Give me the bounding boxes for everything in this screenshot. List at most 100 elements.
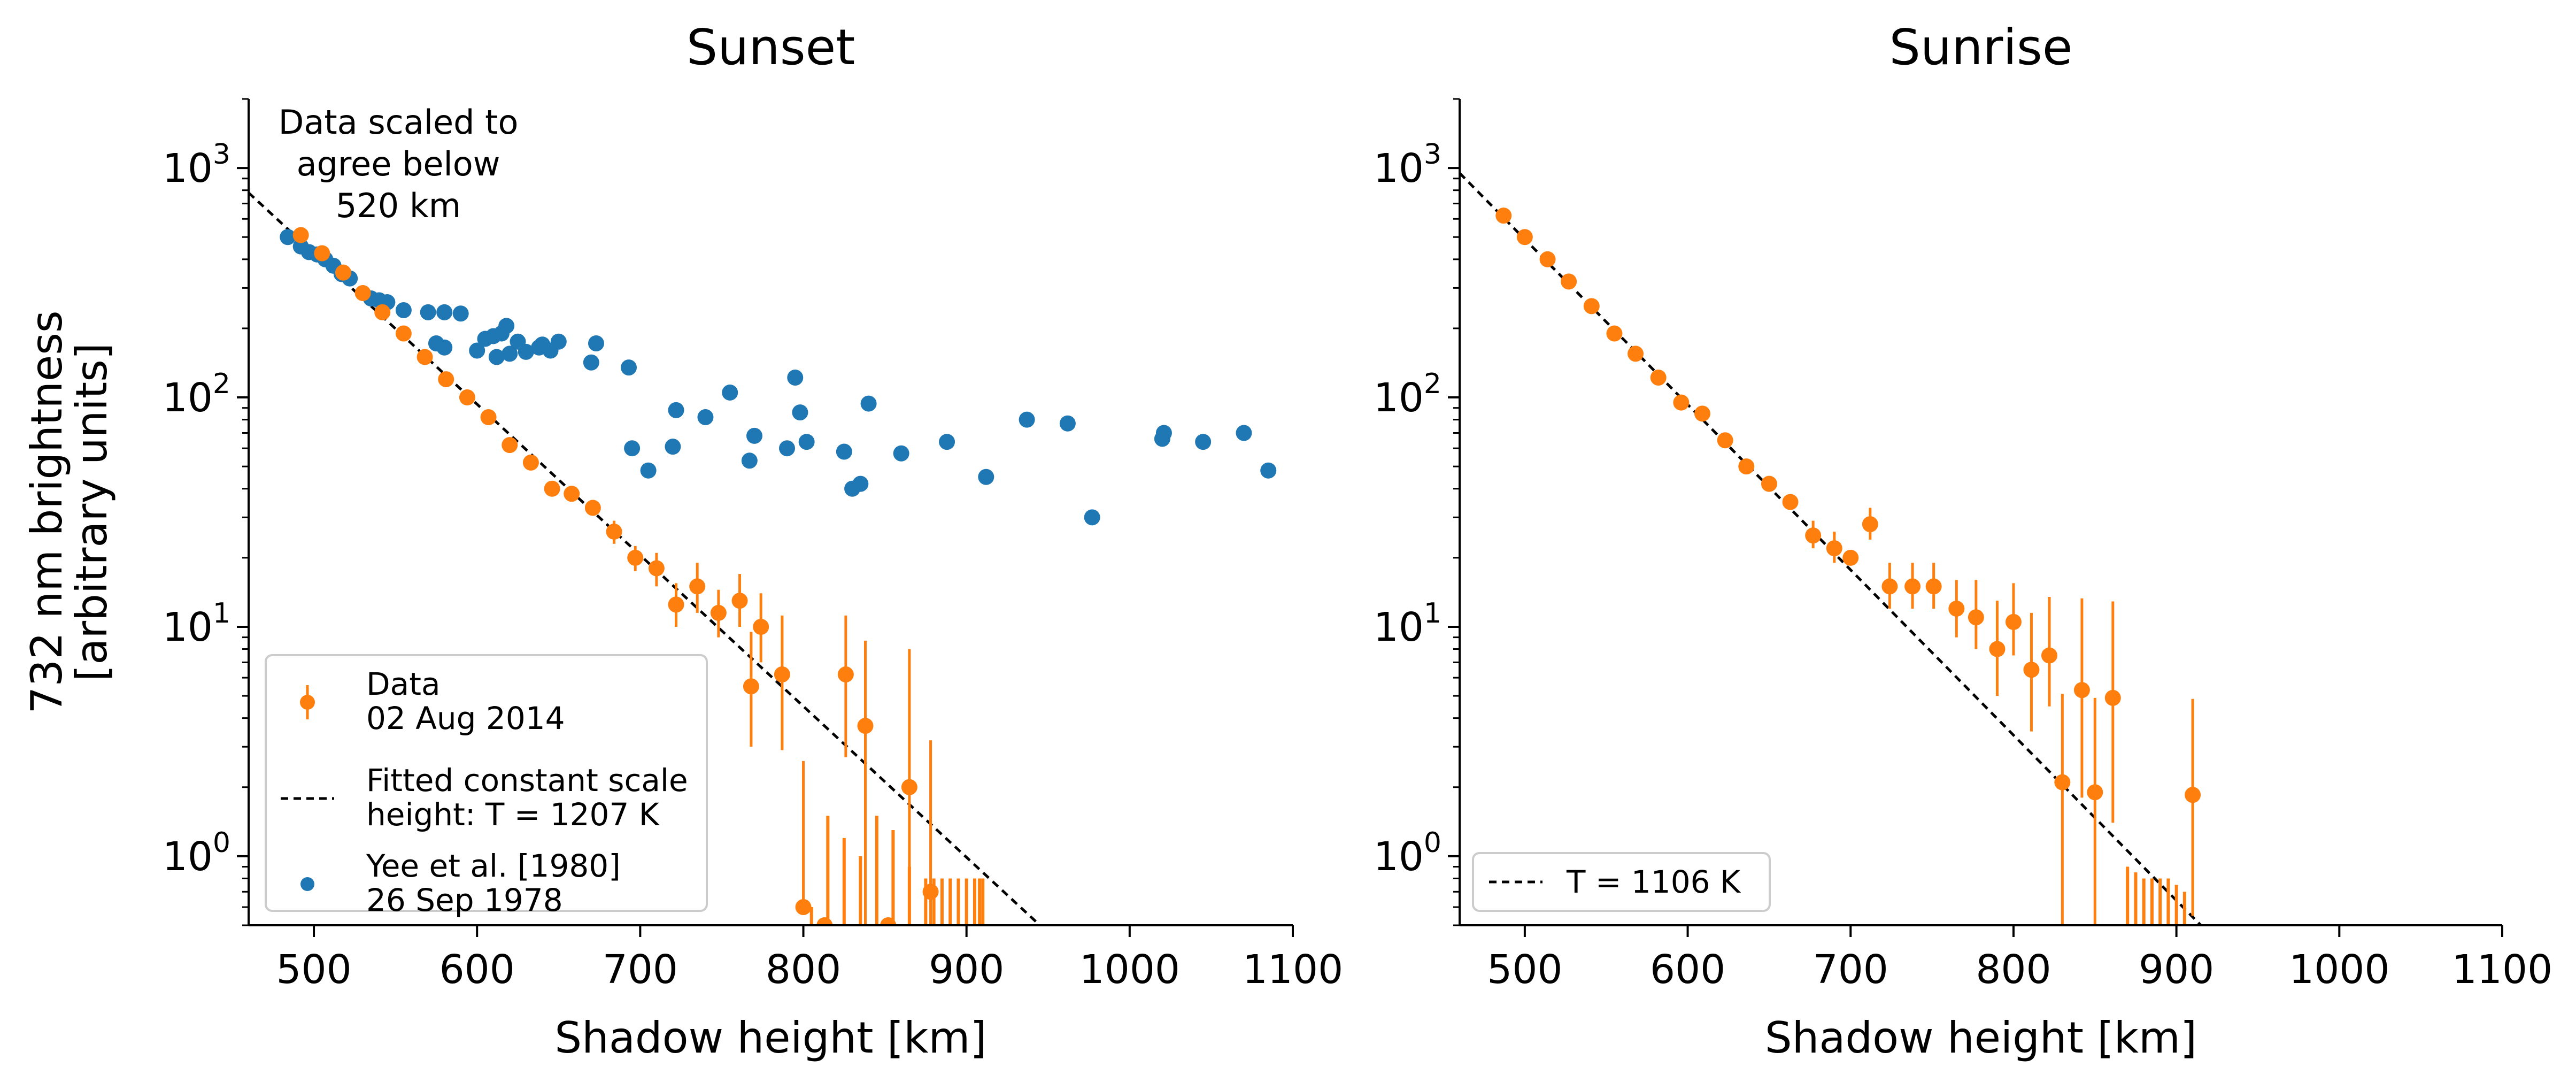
data-point <box>668 596 684 613</box>
data-point <box>1717 432 1733 449</box>
yee-point <box>640 462 657 479</box>
data-point <box>1805 527 1822 544</box>
y-tick-label: 101 <box>1374 597 1441 650</box>
y-tick-label-exponent: 1 <box>1424 597 1441 630</box>
data-point <box>2087 784 2103 801</box>
legend-marker-data <box>300 695 315 710</box>
legend-label: 02 Aug 2014 <box>366 700 565 736</box>
x-tick-label: 900 <box>2139 947 2214 993</box>
yee-point <box>1260 462 1277 479</box>
data-point <box>1881 578 1898 595</box>
legend-box <box>1472 852 1771 912</box>
y-tick-label-exponent: 0 <box>213 827 230 859</box>
yee-point <box>436 304 453 320</box>
yee-point <box>741 452 758 469</box>
legend-box <box>265 654 708 912</box>
yee-point <box>280 229 296 245</box>
x-tick-label: 1100 <box>2452 947 2552 993</box>
data-point <box>544 480 560 497</box>
data-point <box>335 264 351 281</box>
yee-point <box>1059 415 1076 432</box>
data-point <box>502 437 518 454</box>
x-tick-label: 1000 <box>2289 947 2389 993</box>
data-point <box>1673 394 1690 411</box>
y-tick-label: 102 <box>1374 368 1441 421</box>
data-point <box>2073 682 2090 698</box>
legend-label: 26 Sep 1978 <box>366 882 563 918</box>
data-point <box>1761 475 1777 492</box>
y-tick-label-base: 10 <box>163 604 213 650</box>
yee-point <box>498 318 515 334</box>
data-point <box>795 899 812 916</box>
data-point <box>1606 325 1623 342</box>
legend-marker-yee <box>300 877 314 891</box>
x-tick-label: 700 <box>603 947 678 993</box>
yee-point <box>852 475 869 492</box>
yee-point <box>668 402 684 418</box>
y-tick-label-base: 10 <box>163 145 213 191</box>
data-point <box>1650 369 1667 386</box>
data-point <box>1842 549 1859 566</box>
data-point <box>816 917 833 925</box>
yee-point <box>395 302 412 318</box>
y-tick-label-base: 10 <box>1374 375 1424 421</box>
y-tick-label: 100 <box>1374 827 1441 880</box>
data-point <box>354 285 371 301</box>
y-tick-label-base: 10 <box>163 834 213 880</box>
x-tick-label: 800 <box>1976 947 2051 993</box>
data-point <box>459 389 475 406</box>
data-point <box>1968 609 1984 626</box>
x-tick-label: 700 <box>1813 947 1888 993</box>
x-tick-label: 600 <box>1650 947 1725 993</box>
yee-point <box>518 343 534 360</box>
x-tick-label: 900 <box>929 947 1004 993</box>
y-tick-label-exponent: 3 <box>213 139 230 171</box>
x-axis-label: Shadow height [km] <box>554 1013 986 1063</box>
x-tick-label: 500 <box>276 947 351 993</box>
yee-point <box>436 339 453 356</box>
yee-point <box>939 434 955 450</box>
yee-point <box>978 469 994 485</box>
y-tick-label: 102 <box>163 368 230 421</box>
x-tick-label: 600 <box>439 947 515 993</box>
data-point <box>606 523 622 540</box>
data-point <box>710 604 727 621</box>
data-point <box>743 678 759 695</box>
data-point <box>753 618 769 635</box>
annotation-text: Data scaled to <box>279 103 519 142</box>
x-tick-label: 1100 <box>1243 947 1343 993</box>
data-point <box>1561 273 1577 290</box>
y-tick-label-base: 10 <box>1374 834 1424 880</box>
data-point <box>648 560 665 577</box>
yee-point <box>697 409 714 426</box>
legend: T = 1106 K <box>1472 852 1771 912</box>
yee-point <box>420 304 436 320</box>
y-tick-label: 100 <box>163 827 230 880</box>
data-point <box>857 718 874 734</box>
yee-point <box>722 384 738 401</box>
y-axis-label: 732 nm brightness <box>22 310 72 713</box>
data-point <box>2023 662 2040 678</box>
data-point <box>395 325 412 342</box>
y-tick-label: 103 <box>1374 139 1441 191</box>
data-point <box>314 245 330 262</box>
data-point <box>731 593 748 609</box>
yee-point <box>798 434 815 450</box>
data-point <box>1628 346 1644 362</box>
data-point <box>1495 208 1512 224</box>
y-axis-label: [arbitrary units] <box>67 343 117 681</box>
yee-point <box>893 445 909 462</box>
data-point <box>774 666 790 683</box>
yee-point <box>1155 425 1172 441</box>
data-point <box>1516 229 1533 245</box>
yee-point <box>624 440 641 457</box>
data-point <box>922 884 939 900</box>
yee-point <box>588 335 604 352</box>
data-point <box>689 578 706 595</box>
data-point <box>2185 787 2201 803</box>
yee-point <box>1084 509 1100 526</box>
y-tick-label-base: 10 <box>1374 145 1424 191</box>
data-point <box>901 779 917 795</box>
data-point <box>584 500 601 516</box>
